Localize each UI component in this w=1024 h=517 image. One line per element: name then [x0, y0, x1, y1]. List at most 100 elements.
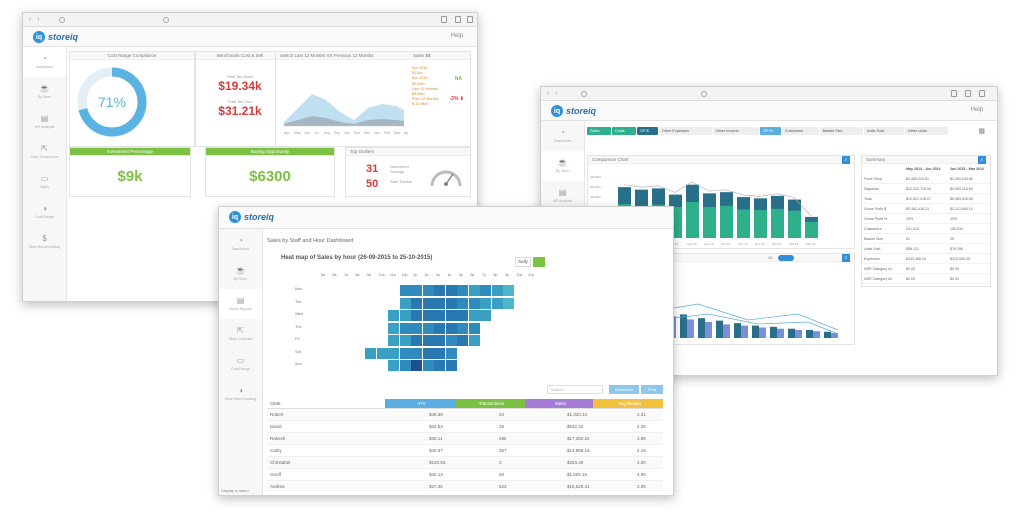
heatmap-cell[interactable] [388, 322, 399, 334]
table-row[interactable]: Cathy $40.67 357 $14,868.16 2.16 [267, 445, 663, 457]
heatmap-cell[interactable] [411, 347, 422, 359]
heatmap-cell[interactable] [457, 322, 468, 334]
sidebar-item-store-compare[interactable]: ⇱ Store Compare [219, 319, 262, 349]
heatmap-cell[interactable] [468, 310, 480, 321]
heatmap-cell[interactable] [422, 335, 434, 346]
column-header-atv[interactable]: ATV [385, 399, 455, 409]
pill-customers[interactable]: Customers [781, 127, 819, 135]
share-icon[interactable] [951, 90, 957, 97]
storeiq-logo[interactable]: iq storeiq [33, 31, 78, 43]
heatmap-cell[interactable] [388, 310, 399, 321]
heatmap-cell[interactable] [422, 360, 434, 371]
pill-other-income[interactable]: Other Income [712, 127, 759, 135]
heatmap-cell[interactable] [445, 285, 457, 296]
heatmap-cell[interactable] [411, 360, 422, 371]
sidebar-item-by-store[interactable]: ☕ By Store [541, 151, 584, 181]
heatmap-cell[interactable] [422, 347, 434, 359]
pill-other-expenses[interactable]: Other Expenses [658, 127, 712, 135]
table-row[interactable]: David $34.53 15 $532.34 2.25 [267, 421, 663, 433]
heatmap-cell[interactable] [457, 335, 468, 346]
heatmap-cell[interactable] [445, 360, 457, 371]
table-row[interactable]: Geoff $40.13 40 $1,605.16 4.95 [267, 469, 663, 481]
heatmap-cell[interactable] [399, 297, 411, 309]
sidebar-item-store-benchmarking[interactable]: $ Store Benchmarking [23, 227, 66, 257]
heatmap-cell[interactable] [365, 347, 376, 359]
sidebar-item-dashboard[interactable]: ◔ Dashboard [219, 229, 262, 259]
heatmap-cell[interactable] [399, 347, 411, 359]
heatmap-cell[interactable] [399, 335, 411, 346]
heatmap-cell[interactable] [468, 335, 480, 346]
heatmap-cell[interactable] [434, 322, 445, 334]
heatmap-cell[interactable] [434, 335, 445, 346]
sidebar-item-dashboard[interactable]: ◔ Dashboard [23, 47, 66, 77]
heatmap-cell[interactable] [468, 285, 480, 296]
heatmap-cell[interactable] [445, 322, 457, 334]
heatmap-cell[interactable] [457, 310, 468, 321]
reload-icon[interactable] [581, 91, 587, 97]
heatmap-cell[interactable] [399, 310, 411, 321]
column-header-clerk[interactable]: Clerk [267, 399, 385, 409]
heatmap-cell[interactable] [388, 335, 399, 346]
pill-costs[interactable]: Costs [612, 127, 636, 135]
table-row[interactable]: Rakesh $35.11 485 $17,282.24 1.98 [267, 433, 663, 445]
heatmap-cell[interactable] [434, 285, 445, 296]
sidebar-item-dashboard[interactable]: ◔ Dashboard [541, 121, 584, 151]
pill-gp-[interactable]: GP $ [637, 127, 658, 135]
heatmap-cell[interactable] [422, 310, 434, 321]
heatmap-cell[interactable] [422, 322, 434, 334]
sidebar-item-cost-range[interactable]: ◑ Cost Range [23, 197, 66, 227]
table-row[interactable]: Robert $48.39 34 $1,320.13 2.31 [267, 409, 663, 421]
heatmap-cell[interactable] [411, 322, 422, 334]
heatmap-cell[interactable] [445, 310, 457, 321]
settings-icon[interactable] [701, 91, 707, 97]
zoom-icon[interactable]: ⌕ [842, 156, 850, 164]
calendar-icon[interactable]: ▦ [978, 128, 985, 135]
pill-basket-size[interactable]: Basket Size [819, 127, 863, 135]
sidebar-item-hourly-reports[interactable]: ▤ Hourly Reports [219, 289, 262, 319]
column-header-sales[interactable]: Sales [525, 399, 593, 409]
sidebar-item-by-store[interactable]: ☕ By Store [219, 259, 262, 289]
heatmap-cell[interactable] [434, 297, 445, 309]
zoom-icon[interactable]: ⌕ [978, 156, 986, 164]
staff-select[interactable]: Sally [515, 257, 531, 267]
search-input[interactable]: Search [547, 385, 603, 394]
heatmap-cell[interactable] [480, 285, 491, 296]
heatmap-cell[interactable] [399, 360, 411, 371]
table-row[interactable]: Christabel $120.93 2 $253.49 4.00 [267, 457, 663, 469]
tabs-icon[interactable] [455, 16, 461, 23]
staff-select-go[interactable] [533, 257, 545, 267]
tabs-icon[interactable] [965, 90, 971, 97]
sidebar-item-store-comparison[interactable]: ⇱ Store Comparison [23, 137, 66, 167]
sidebar-item-kpi-analysis[interactable]: ▤ KPI Analysis [23, 107, 66, 137]
pill-sales[interactable]: Sales [587, 127, 611, 135]
heatmap-cell[interactable] [480, 310, 491, 321]
pill-units-sold[interactable]: Units Sold [863, 127, 904, 135]
add-tab-icon[interactable] [467, 16, 473, 23]
settings-icon[interactable] [163, 17, 169, 23]
heatmap-cell[interactable] [434, 310, 445, 321]
heatmap-cell[interactable] [445, 297, 457, 309]
column-header-transactions[interactable]: Transactions [455, 399, 525, 409]
storeiq-logo[interactable]: iq storeiq [229, 211, 274, 223]
add-tab-icon[interactable] [979, 90, 985, 97]
zoom-icon[interactable]: ⌕ [842, 254, 850, 262]
reload-icon[interactable] [59, 17, 65, 23]
sidebar-item-sales[interactable]: ▭ Sales [23, 167, 66, 197]
help-link[interactable]: Help [450, 33, 463, 39]
heatmap-cell[interactable] [411, 297, 422, 309]
back-forward-icon[interactable]: ‹ › [29, 16, 42, 23]
heatmap-cell[interactable] [388, 347, 399, 359]
heatmap-cell[interactable] [480, 297, 491, 309]
heatmap-cell[interactable] [411, 310, 422, 321]
heatmap-cell[interactable] [491, 297, 503, 309]
sidebar-item-by-store[interactable]: ☕ By Store [23, 77, 66, 107]
table-row[interactable]: Andrea $27.35 523 $15,525.41 2.05 [267, 481, 663, 491]
heatmap-cell[interactable] [422, 297, 434, 309]
sidebar-item-store-benchmarking[interactable]: ◑ Store Benchmarking [219, 379, 262, 409]
toggle-switch[interactable] [778, 255, 794, 261]
storeiq-logo[interactable]: iq storeiq [551, 105, 596, 117]
pill-other-units[interactable]: Other Units [904, 127, 948, 135]
print-button[interactable]: Print [641, 385, 663, 394]
column-header-avg-basket[interactable]: Avg Basket [593, 399, 663, 409]
heatmap-cell[interactable] [399, 285, 411, 296]
